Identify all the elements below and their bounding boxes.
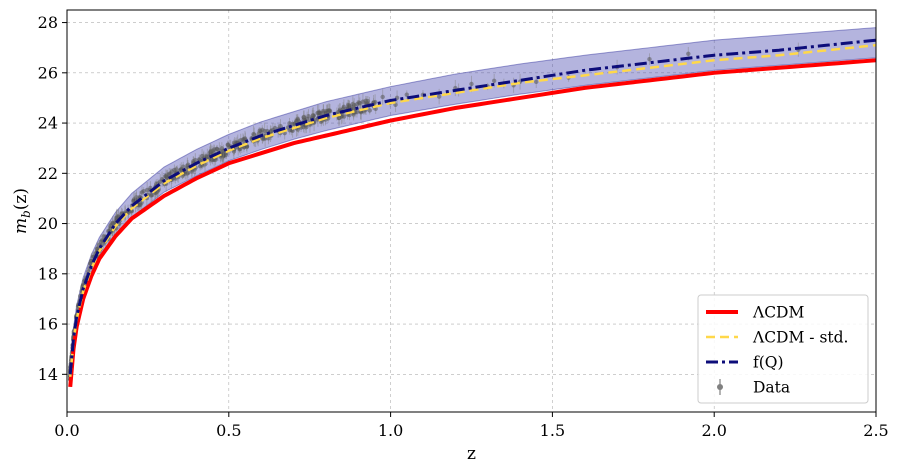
data-point bbox=[534, 79, 539, 85]
data-point bbox=[237, 147, 242, 152]
series-line-0 bbox=[68, 58, 876, 388]
y-tick-label: 20 bbox=[38, 214, 58, 233]
y-tick-label: 18 bbox=[38, 264, 58, 283]
y-tick-label: 22 bbox=[38, 164, 58, 183]
data-point bbox=[225, 142, 231, 148]
data-point bbox=[336, 115, 342, 121]
data-point bbox=[647, 56, 652, 62]
y-tick-label: 28 bbox=[38, 13, 58, 32]
y-tick-label: 24 bbox=[38, 114, 58, 133]
x-tick-label: 0.5 bbox=[216, 421, 241, 440]
grid-layer bbox=[66, 10, 877, 412]
data-point bbox=[204, 154, 209, 159]
data-point bbox=[304, 116, 310, 122]
legend-label: Data bbox=[753, 379, 790, 397]
legend-label: ΛCDM - std. bbox=[752, 329, 848, 347]
data-point bbox=[257, 128, 263, 133]
plot-frame bbox=[66, 9, 877, 413]
data-point bbox=[141, 189, 146, 194]
x-tick-label: 2.0 bbox=[701, 421, 726, 440]
data-point bbox=[242, 136, 248, 141]
data-point bbox=[491, 78, 497, 83]
x-tick-label: 1.0 bbox=[378, 421, 403, 440]
y-tick-label: 26 bbox=[38, 63, 58, 82]
x-tick-label: 0.0 bbox=[54, 421, 79, 440]
data-point bbox=[208, 149, 213, 155]
data-point bbox=[290, 128, 295, 134]
data-point bbox=[327, 109, 333, 114]
data-point bbox=[210, 157, 215, 163]
data-point bbox=[110, 221, 115, 226]
data-point bbox=[404, 92, 409, 97]
data-point bbox=[367, 108, 372, 113]
data-point bbox=[101, 241, 106, 246]
data-point bbox=[393, 102, 398, 107]
data-point bbox=[164, 174, 169, 180]
data-point bbox=[315, 110, 320, 116]
data-point bbox=[138, 202, 143, 207]
data-point bbox=[251, 131, 256, 137]
y-axis-label: mb(z) bbox=[11, 188, 33, 234]
legend-box bbox=[697, 294, 869, 404]
x-axis-label: z bbox=[467, 444, 476, 464]
data-point bbox=[686, 51, 691, 56]
series-layer bbox=[68, 38, 876, 388]
data-point bbox=[357, 101, 363, 106]
data-point bbox=[380, 94, 385, 100]
data-point bbox=[436, 94, 442, 99]
x-tick-label: 1.5 bbox=[540, 421, 565, 440]
data-point bbox=[148, 193, 154, 198]
y-tick-label: 16 bbox=[38, 315, 58, 334]
data-point bbox=[363, 98, 368, 103]
y-tick-label: 14 bbox=[38, 365, 58, 384]
series-line-2 bbox=[68, 38, 876, 375]
data-point bbox=[262, 128, 267, 134]
data-point bbox=[129, 209, 134, 214]
data-point bbox=[191, 159, 196, 164]
tick-layer: 0.0 0.5 1.0 1.5 2.0 2.5 14 16 18 20 22 24 26 28 bbox=[38, 13, 889, 440]
data-point bbox=[95, 246, 100, 251]
data-point bbox=[197, 163, 203, 169]
data-point bbox=[167, 171, 172, 177]
data-point bbox=[294, 118, 300, 123]
legend-label: f(Q) bbox=[753, 354, 784, 372]
legend-marker bbox=[717, 384, 723, 390]
x-tick-label: 2.5 bbox=[863, 421, 888, 440]
legend-label: ΛCDM bbox=[752, 304, 804, 322]
data-point bbox=[199, 153, 205, 159]
data-point bbox=[469, 81, 474, 87]
legend: ΛCDM ΛCDM - std. f(Q) Data bbox=[697, 294, 869, 404]
data-point bbox=[179, 166, 184, 172]
data-point bbox=[88, 261, 93, 266]
data-point bbox=[261, 136, 266, 141]
data-point bbox=[351, 107, 356, 112]
data-point bbox=[272, 125, 278, 131]
data-point bbox=[287, 121, 292, 126]
data-point bbox=[196, 157, 202, 162]
